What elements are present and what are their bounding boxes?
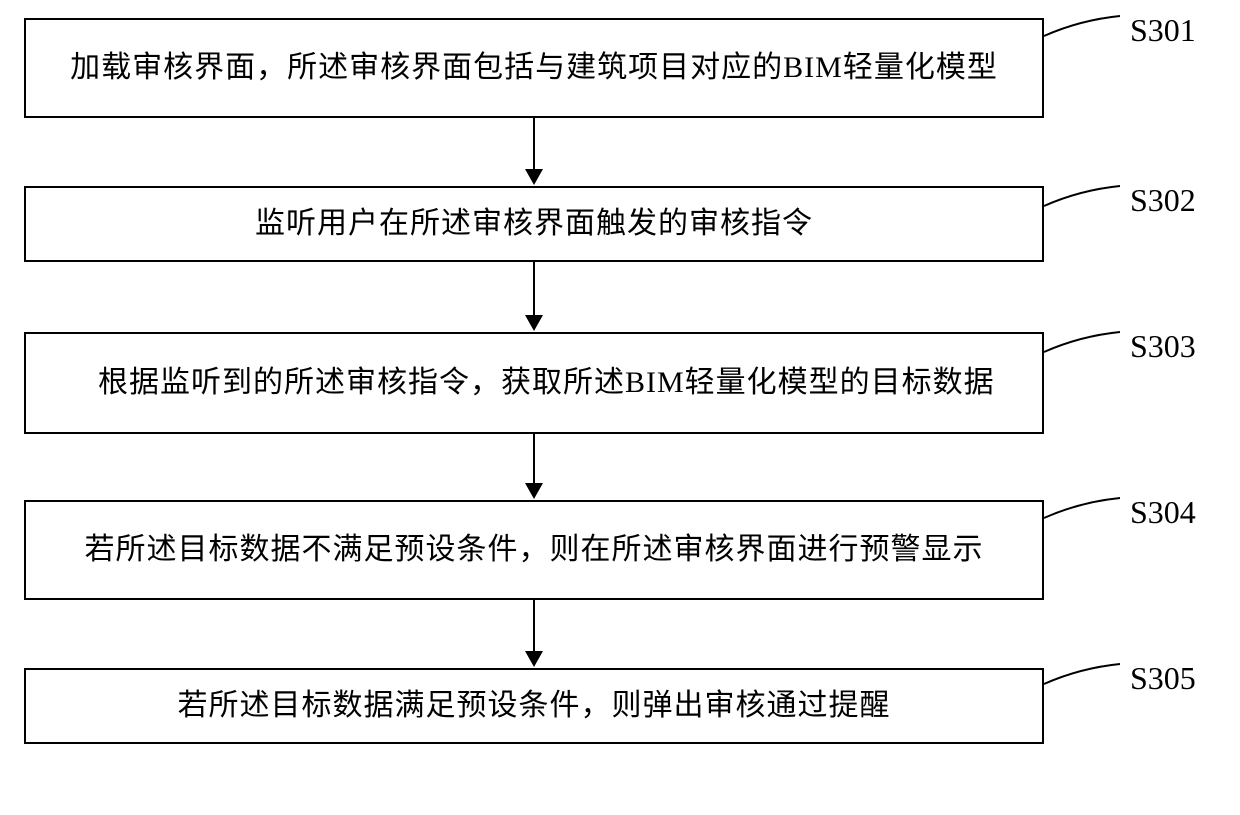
step-text-s301: 加载审核界面，所述审核界面包括与建筑项目对应的BIM轻量化模型 bbox=[70, 47, 998, 89]
step-label-s304: S304 bbox=[1130, 494, 1196, 531]
connector-s301 bbox=[1040, 12, 1130, 62]
step-box-s301: 加载审核界面，所述审核界面包括与建筑项目对应的BIM轻量化模型 bbox=[24, 18, 1044, 118]
step-label-s303: S303 bbox=[1130, 328, 1196, 365]
step-box-s305: 若所述目标数据满足预设条件，则弹出审核通过提醒 bbox=[24, 668, 1044, 744]
connector-s302 bbox=[1040, 182, 1130, 232]
arrow-3 bbox=[525, 434, 543, 499]
connector-s305 bbox=[1040, 660, 1130, 710]
step-label-s302: S302 bbox=[1130, 182, 1196, 219]
arrow-2 bbox=[525, 262, 543, 331]
step-text-s304: 若所述目标数据不满足预设条件，则在所述审核界面进行预警显示 bbox=[85, 529, 984, 571]
step-text-s305: 若所述目标数据满足预设条件，则弹出审核通过提醒 bbox=[178, 685, 891, 727]
step-box-s302: 监听用户在所述审核界面触发的审核指令 bbox=[24, 186, 1044, 262]
flowchart-container: 加载审核界面，所述审核界面包括与建筑项目对应的BIM轻量化模型 S301 监听用… bbox=[0, 0, 1240, 815]
step-text-s303: 根据监听到的所述审核指令，获取所述BIM轻量化模型的目标数据 bbox=[38, 362, 1030, 404]
arrow-4 bbox=[525, 600, 543, 667]
connector-s303 bbox=[1040, 328, 1130, 378]
arrow-1 bbox=[525, 118, 543, 185]
step-text-s302: 监听用户在所述审核界面触发的审核指令 bbox=[255, 203, 813, 245]
step-label-s301: S301 bbox=[1130, 12, 1196, 49]
step-box-s303: 根据监听到的所述审核指令，获取所述BIM轻量化模型的目标数据 bbox=[24, 332, 1044, 434]
step-label-s305: S305 bbox=[1130, 660, 1196, 697]
connector-s304 bbox=[1040, 494, 1130, 544]
step-box-s304: 若所述目标数据不满足预设条件，则在所述审核界面进行预警显示 bbox=[24, 500, 1044, 600]
